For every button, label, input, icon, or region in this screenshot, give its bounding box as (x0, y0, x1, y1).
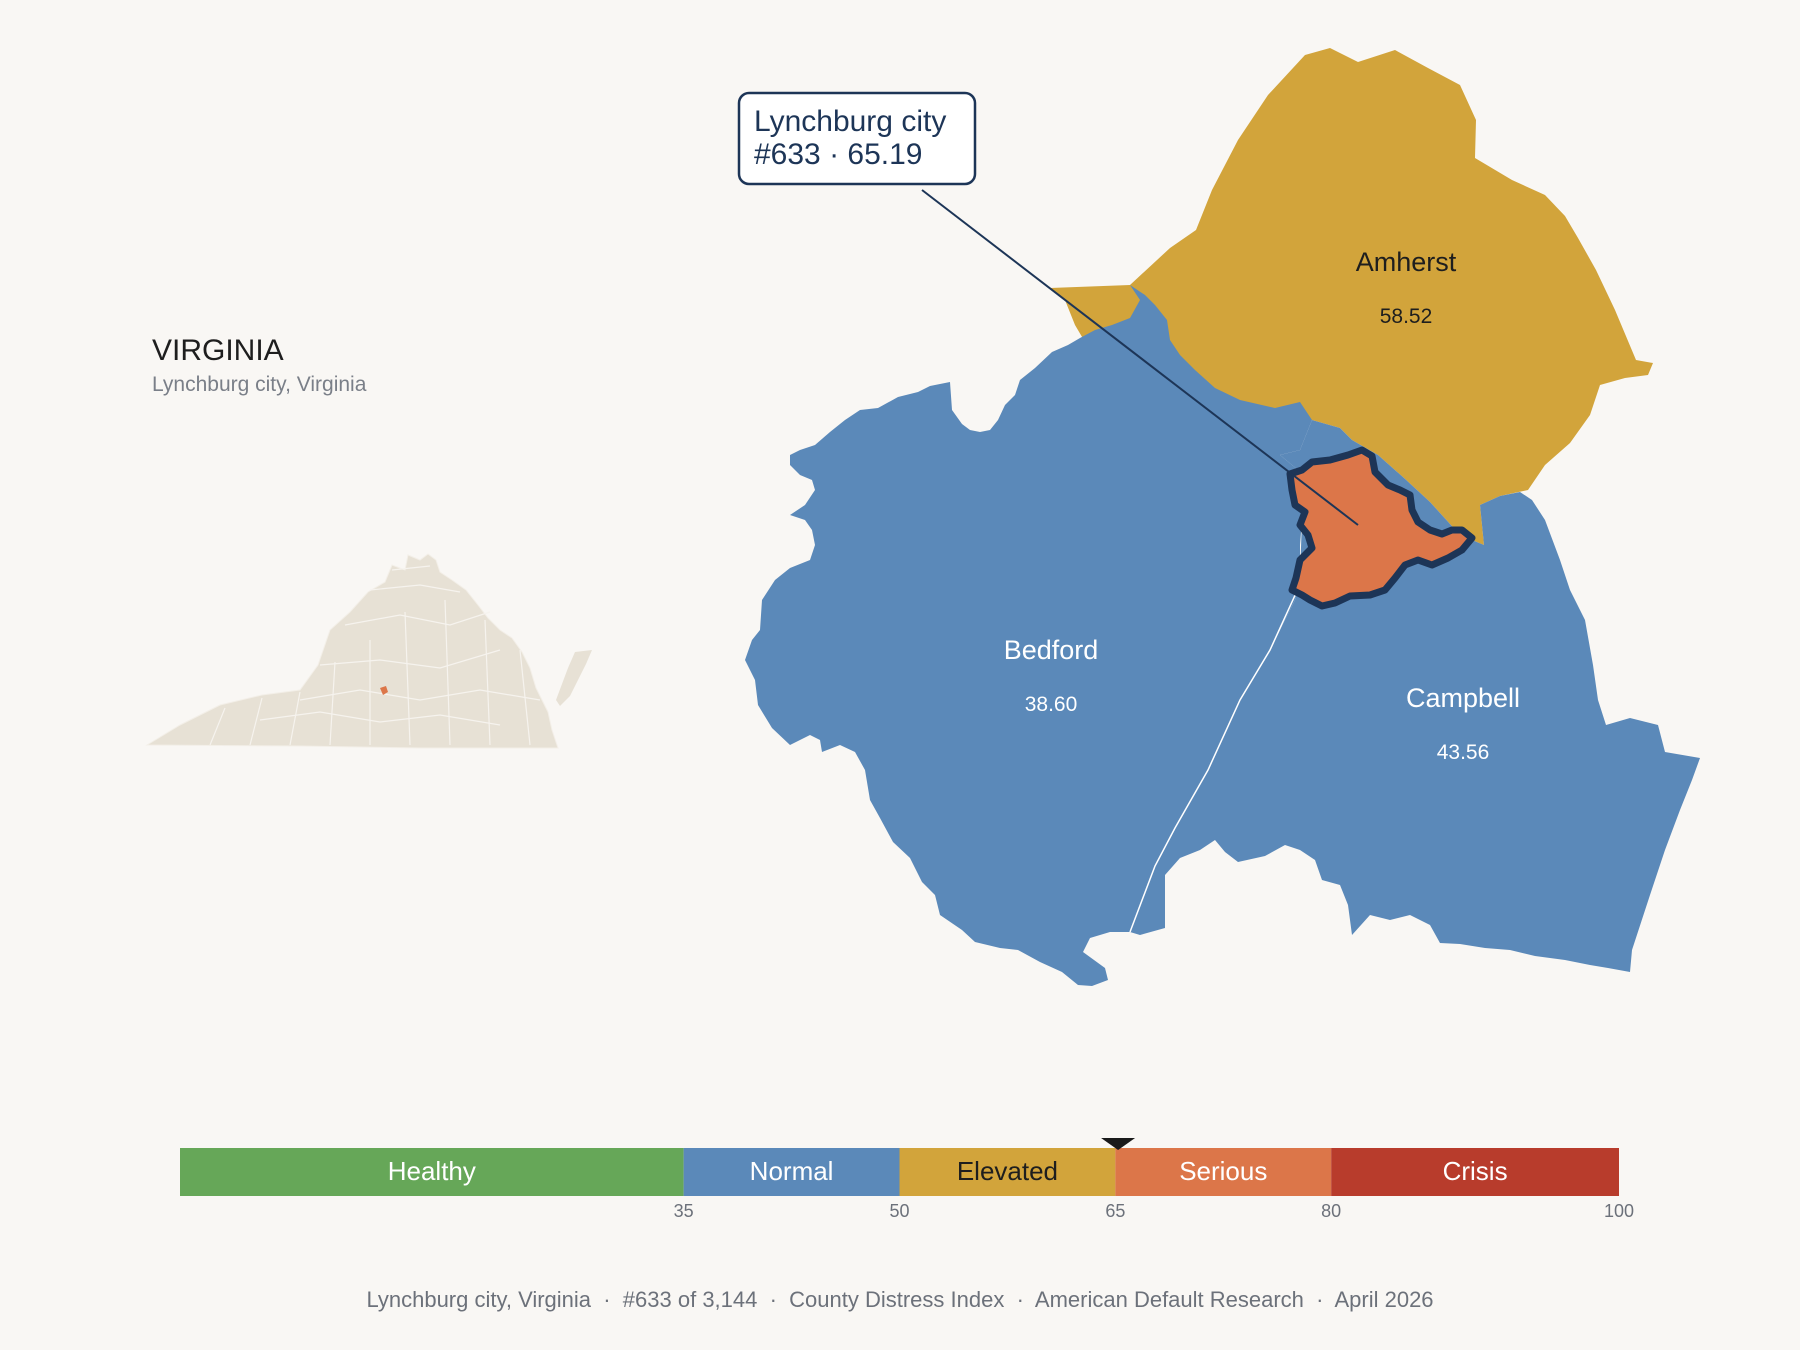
callout: Lynchburg city #633 · 65.19 (737, 91, 1359, 526)
legend: Healthy Normal Elevated Serious Crisis 35 50 65… (180, 1138, 1634, 1221)
callout-box (737, 91, 977, 186)
legend-segment-normal (683, 1148, 900, 1196)
legend-segment-healthy (180, 1148, 684, 1196)
footer-caption: Lynchburg city, Virginia · #633 of 3,144… (366, 1287, 1433, 1312)
state-subtitle: Lynchburg city, Virginia (152, 373, 367, 396)
virginia-county-borders (209, 565, 541, 746)
virginia-eastern-shore (556, 650, 592, 706)
county-labels: Amherst 58.52 Bedford 38.60 Campbell 43.… (1004, 247, 1520, 764)
counties-layer (745, 48, 1700, 986)
legend-tick-35: 35 (674, 1201, 694, 1221)
inset-highlight-lynchburg (380, 686, 388, 695)
county-border-bedford-campbell (1129, 579, 1303, 933)
county-amherst[interactable] (1050, 48, 1653, 545)
legend-tick-65: 65 (1105, 1201, 1125, 1221)
legend-label-crisis: Crisis (1443, 1156, 1508, 1186)
county-value-campbell: 43.56 (1437, 741, 1490, 764)
legend-tick-80: 80 (1321, 1201, 1341, 1221)
legend-segment-crisis (1331, 1148, 1619, 1196)
lynchburg-city-polygon[interactable] (1286, 446, 1476, 610)
county-label-campbell: Campbell (1406, 683, 1520, 713)
virginia-outline (145, 553, 559, 749)
county-label-amherst: Amherst (1356, 247, 1457, 277)
county-bedford[interactable] (745, 285, 1312, 986)
legend-label-healthy: Healthy (388, 1156, 476, 1186)
county-campbell[interactable] (1130, 420, 1700, 972)
legend-segment-elevated (899, 1148, 1116, 1196)
county-value-bedford: 38.60 (1025, 693, 1078, 716)
state-title: VIRGINIA (152, 334, 284, 367)
callout-rank-score: #633 · 65.19 (754, 138, 922, 171)
callout-title: Lynchburg city (754, 105, 946, 138)
county-label-bedford: Bedford (1004, 635, 1099, 665)
state-inset-map (145, 553, 592, 749)
legend-label-serious: Serious (1179, 1156, 1267, 1186)
legend-label-elevated: Elevated (957, 1156, 1058, 1186)
legend-tick-50: 50 (889, 1201, 909, 1221)
legend-tick-100: 100 (1604, 1201, 1634, 1221)
legend-segment-serious (1115, 1148, 1332, 1196)
legend-label-normal: Normal (750, 1156, 834, 1186)
callout-leader-line (921, 189, 1359, 526)
county-value-amherst: 58.52 (1380, 305, 1433, 328)
legend-marker-triangle (1101, 1138, 1136, 1150)
